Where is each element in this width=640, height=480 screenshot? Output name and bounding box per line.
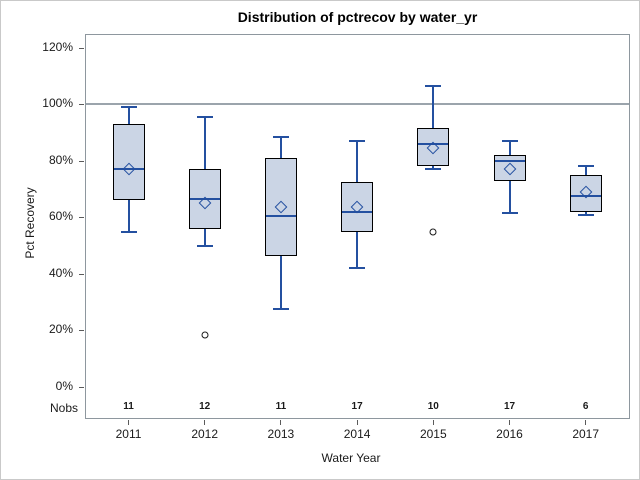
median-line-2014	[342, 210, 373, 213]
whisker-lower-stem-2011	[127, 200, 130, 232]
whisker-lower-stem-2013	[279, 255, 282, 310]
whisker-lower-cap-2013	[272, 308, 289, 311]
nobs-value: 6	[582, 401, 589, 412]
whisker-upper-stem-2012	[203, 117, 206, 170]
y-tick-mark	[79, 217, 84, 218]
x-axis-label: Water Year	[321, 451, 381, 465]
whisker-lower-stem-2017	[584, 211, 587, 215]
median-line-2017	[570, 195, 601, 198]
whisker-lower-cap-2014	[349, 267, 366, 270]
whisker-lower-cap-2015	[425, 168, 442, 171]
x-tick-mark	[432, 420, 434, 425]
y-tick-mark	[79, 274, 84, 275]
y-tick-label: 20%	[48, 322, 73, 337]
whisker-upper-cap-2016	[501, 140, 518, 143]
chart-title: Distribution of pctrecov by water_yr	[237, 9, 478, 25]
box-2011	[112, 124, 145, 201]
whisker-lower-cap-2017	[577, 213, 594, 216]
median-line-2012	[189, 198, 220, 200]
outlier-2015	[429, 228, 437, 235]
outlier-2012	[201, 331, 209, 339]
y-tick-mark	[79, 330, 84, 331]
whisker-upper-stem-2011	[127, 107, 130, 125]
nobs-value: 12	[199, 401, 211, 412]
nobs-value: 11	[123, 401, 134, 412]
nobs-value: 17	[503, 401, 516, 412]
x-tick-mark	[280, 420, 282, 425]
median-line-2016	[494, 159, 525, 162]
whisker-upper-cap-2015	[425, 84, 442, 87]
y-tick-mark	[79, 104, 84, 105]
y-tick-label: 120%	[42, 39, 73, 54]
whisker-upper-cap-2017	[577, 165, 594, 168]
median-line-2015	[418, 142, 449, 145]
y-tick-label: 0%	[55, 379, 73, 393]
x-tick-mark	[509, 420, 510, 425]
whisker-lower-stem-2015	[432, 166, 435, 170]
whisker-lower-cap-2011	[120, 230, 137, 233]
whisker-lower-stem-2014	[356, 231, 359, 269]
x-tick-label: 2013	[267, 427, 295, 441]
x-tick-mark	[356, 420, 358, 425]
x-tick-label: 2015	[419, 427, 447, 441]
x-tick-mark	[128, 420, 129, 425]
whisker-lower-stem-2012	[203, 228, 206, 246]
whisker-upper-stem-2017	[584, 166, 587, 175]
median-line-2011	[113, 168, 144, 171]
box-2013	[264, 158, 297, 256]
x-tick-label: 2011	[115, 427, 142, 441]
x-tick-label: 2017	[572, 427, 600, 441]
x-tick-label: 2016	[496, 427, 523, 441]
whisker-lower-stem-2016	[508, 180, 511, 214]
reference-line-100pct	[86, 103, 629, 106]
box-2016	[493, 155, 526, 181]
x-tick-label: 2014	[343, 427, 371, 441]
whisker-upper-stem-2016	[508, 141, 511, 156]
x-tick-label: 2012	[191, 427, 219, 441]
whisker-upper-stem-2014	[356, 141, 359, 183]
y-tick-mark	[79, 387, 84, 388]
whisker-upper-cap-2013	[272, 135, 289, 138]
nobs-value: 11	[275, 401, 287, 412]
y-tick-mark	[79, 161, 84, 162]
x-tick-mark	[585, 420, 587, 425]
y-tick-label: 100%	[42, 96, 73, 111]
y-tick-label: 80%	[48, 152, 73, 167]
box-2014	[341, 182, 374, 232]
box-2015	[417, 128, 450, 167]
x-tick-mark	[204, 420, 206, 425]
whisker-upper-cap-2011	[120, 106, 137, 109]
box-2017	[569, 174, 602, 212]
whisker-upper-stem-2015	[432, 85, 435, 129]
nobs-value: 10	[427, 401, 439, 412]
whisker-upper-cap-2014	[349, 140, 366, 143]
y-axis-label: Pct Recovery	[23, 187, 37, 259]
y-tick-mark	[79, 48, 84, 49]
y-tick-label: 40%	[48, 265, 73, 280]
whisker-upper-cap-2012	[196, 116, 213, 119]
nobs-value: 17	[351, 401, 363, 412]
whisker-lower-cap-2012	[196, 244, 213, 247]
whisker-upper-stem-2013	[279, 136, 282, 158]
y-tick-label: 60%	[48, 209, 73, 224]
median-line-2013	[265, 214, 296, 217]
nobs-row-header: Nobs	[49, 401, 78, 415]
whisker-lower-cap-2016	[501, 212, 518, 215]
